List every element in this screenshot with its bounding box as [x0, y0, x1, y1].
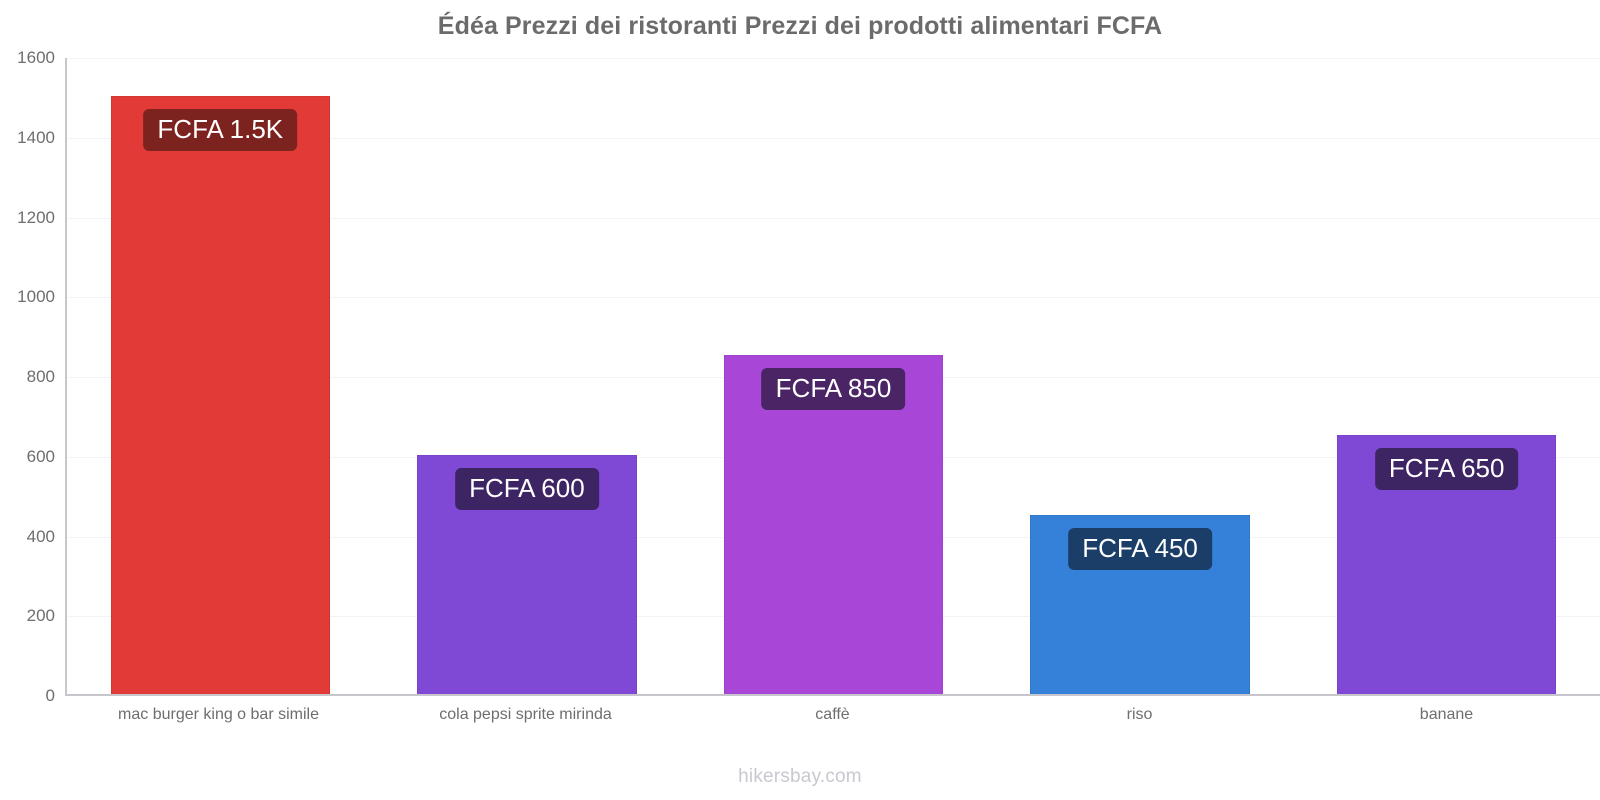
y-axis-tick-label: 800: [26, 367, 55, 386]
gridline: [67, 137, 1600, 139]
x-axis-tick-label: cola pepsi sprite mirinda: [439, 706, 612, 723]
y-axis-tick-label: 600: [26, 446, 55, 466]
y-axis: 0 200 400 600 800 1000 1200 1400 1600: [0, 48, 55, 705]
chart-title: Édéa Prezzi dei ristoranti Prezzi dei pr…: [437, 12, 1163, 40]
y-axis-tick-label: 1000: [17, 287, 55, 307]
y-axis-tick-label: 1400: [17, 127, 55, 147]
bar-value-label: FCFA 1.5K: [143, 108, 298, 151]
y-axis-tick-label: 1200: [17, 207, 55, 227]
x-axis-tick-label: caffè: [815, 706, 850, 723]
bar-value-label: FCFA 450: [1068, 527, 1212, 570]
bar-slot: FCFA 1.5K: [67, 58, 374, 694]
bar[interactable]: FCFA 600: [417, 454, 637, 694]
bar-slot: FCFA 450: [987, 58, 1294, 694]
bar[interactable]: FCFA 1.5K: [110, 95, 331, 694]
x-axis-tick-label: banane: [1419, 706, 1474, 723]
bar[interactable]: FCFA 650: [1336, 434, 1557, 694]
x-axis: mac burger king o bar simile cola pepsi s…: [65, 706, 1600, 740]
bar-slot: FCFA 850: [680, 58, 987, 694]
y-axis-tick-label: 400: [26, 526, 55, 546]
bar-value-label: FCFA 850: [761, 368, 906, 411]
bar[interactable]: FCFA 450: [1030, 514, 1250, 694]
watermark-label: hikersbay.com: [738, 766, 862, 787]
bar[interactable]: FCFA 850: [723, 355, 944, 694]
plot-area: FCFA 1.5K FCFA 600 FCFA 850 FCFA 450 FCFA 65…: [65, 58, 1600, 696]
gridline: [67, 58, 1600, 59]
bar-value-label: FCFA 650: [1374, 447, 1519, 490]
y-axis-tick-label: 200: [26, 606, 55, 626]
bar-slot: FCFA 600: [374, 58, 681, 694]
x-axis-tick-label: mac burger king o bar simile: [118, 706, 319, 723]
y-axis-tick-label: 0: [45, 686, 55, 705]
gridline: [67, 217, 1600, 219]
x-axis-tick-label: riso: [1126, 706, 1153, 723]
y-axis-tick-label: 1600: [17, 48, 55, 67]
bar-value-label: FCFA 600: [455, 467, 599, 510]
gridline: [67, 297, 1600, 299]
bar-slot: FCFA 650: [1293, 58, 1600, 694]
